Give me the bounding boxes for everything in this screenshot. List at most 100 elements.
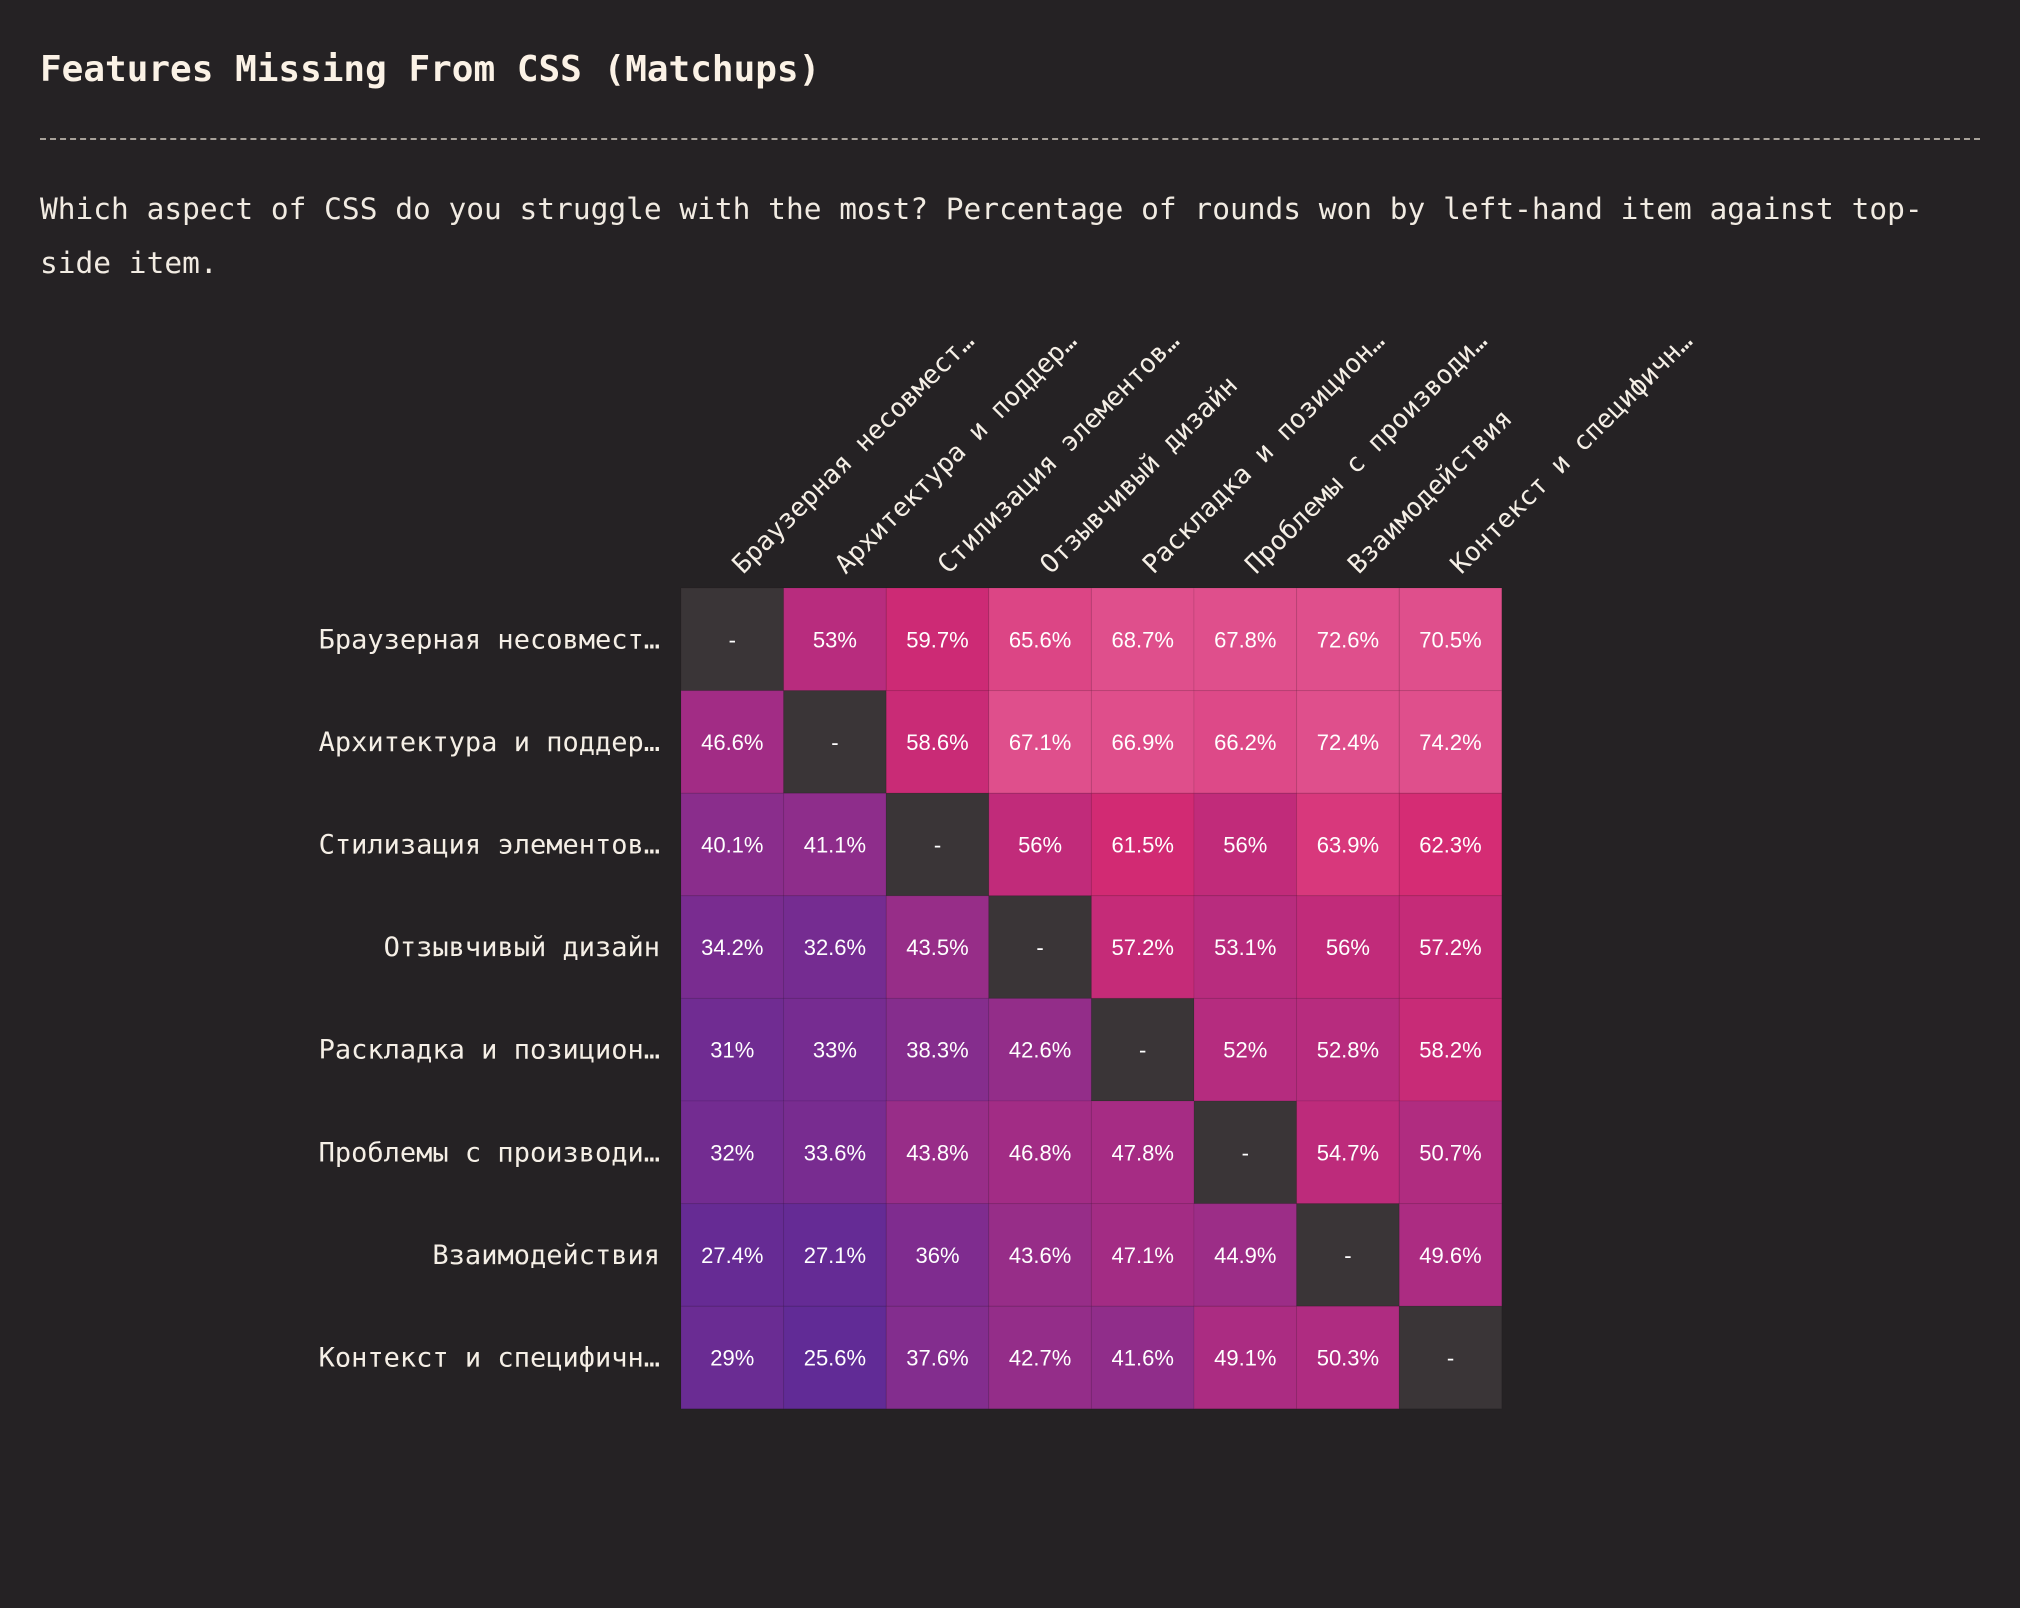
heatmap-cell [1193,997,1298,1102]
cell-value-label: 32.6% [804,935,866,960]
cell-value-label: 63.9% [1317,833,1379,858]
heatmap-cell [885,1203,990,1307]
cell-value-label: 27.4% [701,1243,763,1268]
cell-value-label: 36% [915,1243,959,1268]
heatmap-cell [1398,1203,1503,1307]
cell-value-label: 43.5% [906,935,968,960]
cell-value-label: 72.4% [1317,730,1379,755]
cell-value-label: 44.9% [1214,1243,1276,1268]
cell-value-label: 50.3% [1317,1346,1379,1371]
heatmap-cell [680,1100,785,1205]
heatmap-cell [680,997,785,1102]
cell-value-label: 53% [813,627,857,652]
cell-value-label: 74.2% [1419,730,1481,755]
cell-value-label: 68.7% [1112,627,1174,652]
heatmap-cell [1398,690,1503,794]
cell-value-label: 46.8% [1009,1140,1071,1165]
heatmap-cell [783,1100,887,1205]
chart-title: Features Missing From CSS (Matchups) [40,49,821,90]
heatmap-cell [1193,587,1298,692]
cell-value-label: 52.8% [1317,1038,1379,1063]
row-label: Стилизация элементов… [319,830,660,861]
cell-value-label: 72.6% [1317,627,1379,652]
cell-value-label: 58.6% [906,730,968,755]
cell-value-label: 42.7% [1009,1346,1071,1371]
row-label: Проблемы с производи… [319,1137,660,1168]
cell-value-label: 40.1% [701,833,763,858]
cell-value-label: 49.6% [1419,1243,1481,1268]
heatmap-cell [1193,1100,1298,1205]
heatmap-cell [988,792,1092,897]
cell-value-label: 66.2% [1214,730,1276,755]
heatmap-cell [1193,1203,1298,1307]
cell-value-label: 54.7% [1317,1140,1379,1165]
chart-subtitle: Which aspect of CSS do you struggle with… [40,192,1923,280]
cell-value-label: 65.6% [1009,627,1071,652]
cell-value-label: - [729,627,736,652]
cell-value-label: 53.1% [1214,935,1276,960]
cell-value-label: 59.7% [906,627,968,652]
cell-value-label: 58.2% [1419,1038,1481,1063]
cell-value-label: 33.6% [804,1140,866,1165]
cell-value-label: 43.6% [1009,1243,1071,1268]
cell-value-label: 37.6% [906,1346,968,1371]
cell-value-label: - [831,730,838,755]
heatmap-cell [1398,587,1503,692]
heatmap-cell [885,895,990,999]
heatmap-cell [988,1100,1092,1205]
heatmap-cell [1398,792,1503,897]
heatmap-cell [1090,997,1195,1102]
heatmap-cell [783,690,887,794]
cell-value-label: 27.1% [804,1243,866,1268]
heatmap-cell [1296,690,1400,794]
heatmap-cell [783,792,887,897]
cell-value-label: 31% [710,1038,754,1063]
heatmap-cell [988,1305,1092,1410]
heatmap-cell [1090,895,1195,999]
cell-value-label: 47.8% [1112,1140,1174,1165]
cell-value-label: 67.1% [1009,730,1071,755]
cell-value-label: 56% [1018,833,1062,858]
heatmap-cell [680,1203,785,1307]
heatmap-cell [1296,895,1400,999]
cell-value-label: 56% [1326,935,1370,960]
heatmap-cell [783,895,887,999]
heatmap-cell [988,997,1092,1102]
cell-value-label: 56% [1223,833,1267,858]
heatmap-cell [680,690,785,794]
cell-value-label: - [1242,1140,1249,1165]
heatmap-cell [988,690,1092,794]
heatmap-cell [783,997,887,1102]
heatmap-cell [1090,792,1195,897]
heatmap-cell [988,1203,1092,1307]
cell-value-label: 67.8% [1214,627,1276,652]
heatmap-cell [680,895,785,999]
heatmap-cell [1090,690,1195,794]
row-label: Раскладка и позицион… [319,1035,660,1066]
cell-value-label: 38.3% [906,1038,968,1063]
heatmap-cell [988,587,1092,692]
heatmap-cell [1296,1100,1400,1205]
cell-value-label: 61.5% [1112,833,1174,858]
cell-value-label: 49.1% [1214,1346,1276,1371]
cell-value-label: - [1344,1243,1351,1268]
heatmap-cell [885,1305,990,1410]
heatmap-cell [1193,690,1298,794]
cell-value-label: 50.7% [1419,1140,1481,1165]
cell-value-label: 33% [813,1038,857,1063]
row-label: Архитектура и поддер… [319,727,660,758]
cell-value-label: - [1447,1346,1454,1371]
heatmap-cell [988,895,1092,999]
heatmap-cell [1296,792,1400,897]
cell-value-label: - [1139,1038,1146,1063]
heatmap-cell [1193,1305,1298,1410]
cell-value-label: 62.3% [1419,833,1481,858]
cell-value-label: - [1036,935,1043,960]
cell-value-label: 41.1% [804,833,866,858]
heatmap-cell [1398,895,1503,999]
heatmap-cell [783,1305,887,1410]
cell-value-label: 25.6% [804,1346,866,1371]
heatmap-cell [1398,1100,1503,1205]
heatmap-cell [783,587,887,692]
